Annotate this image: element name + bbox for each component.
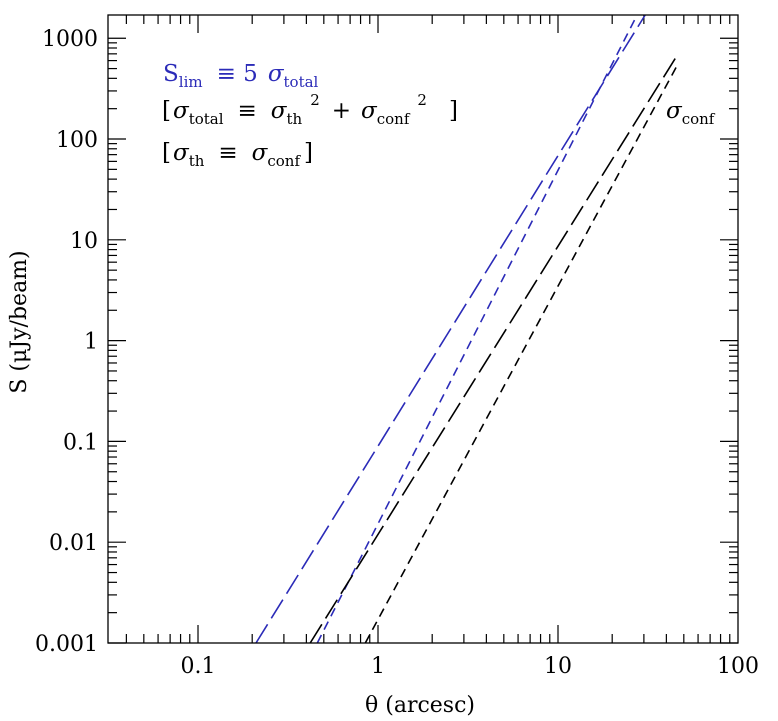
- plot-frame: [107, 14, 739, 644]
- annotation-slim-mid: ≡ 5: [217, 61, 258, 87]
- y-tick-label: 1000: [42, 27, 98, 52]
- y-axis-label: S (μJy/beam): [7, 250, 32, 393]
- sigma-conf-sub: conf: [682, 110, 716, 128]
- annotation-total-sup2: 2: [417, 91, 427, 109]
- annotation-th-s1: σ: [173, 140, 190, 166]
- series-line-1: [255, 14, 646, 644]
- y-tick-label: 0.01: [49, 531, 98, 556]
- series-line-3: [309, 53, 679, 644]
- y-tick-label: 0.1: [63, 430, 98, 455]
- annotation-total-eq: ≡: [238, 98, 257, 124]
- y-tick-label: 0.001: [35, 632, 98, 657]
- annotation-th-eq: ≡: [218, 140, 237, 166]
- annotation-slim: Slim ≡ 5 σtotal: [163, 61, 319, 91]
- tick-labels: 0.1 1 10 100 0.001 0.01 0.1 1 10 100 1000: [35, 27, 759, 679]
- annotation-th-open: [: [162, 140, 171, 166]
- axis-ticks: [108, 15, 738, 644]
- annotation-total-s2-sub: th: [287, 110, 303, 128]
- series-line-4: [364, 63, 679, 644]
- annotation-total-close: ]: [449, 98, 458, 124]
- annotation-total: [σtotal ≡ σth2 + σconf2]: [162, 91, 458, 128]
- series-line-2: [316, 14, 638, 644]
- annotation-total-s3-sub: conf: [377, 110, 411, 128]
- y-tick-label: 100: [56, 128, 98, 153]
- x-tick-label: 0.1: [181, 654, 216, 679]
- x-axis-label: θ (arcesc): [365, 693, 475, 718]
- annotation-th-close: ]: [304, 140, 313, 166]
- annotation-total-s1-sub: total: [189, 110, 224, 128]
- x-tick-label: 10: [544, 654, 572, 679]
- annotation-total-plus: +: [332, 98, 351, 124]
- x-tick-label: 1: [371, 654, 385, 679]
- annotation-th: [σth ≡ σconf]: [162, 140, 313, 170]
- annotation-slim-sigma: σ: [268, 61, 285, 87]
- annotation-th-s2: σ: [252, 140, 269, 166]
- annotation-th-s1-sub: th: [189, 152, 205, 170]
- annotation-total-open: [: [162, 98, 171, 124]
- y-tick-label: 1: [84, 330, 98, 355]
- y-tick-label: 10: [70, 229, 98, 254]
- annotation-slim-sub: lim: [179, 73, 203, 91]
- annotation-total-sup1: 2: [310, 91, 320, 109]
- annotation-total-s1: σ: [173, 98, 190, 124]
- annotation-total-s3: σ: [361, 98, 378, 124]
- series-group: [255, 14, 679, 644]
- annotation-slim-sigma-sub: total: [284, 73, 319, 91]
- annotation-total-s2: σ: [271, 98, 288, 124]
- annotation-slim-main: S: [163, 61, 179, 87]
- x-tick-label: 100: [717, 654, 759, 679]
- sigma-conf-symbol: σ: [666, 98, 683, 124]
- sigma-conf-label: σconf: [666, 98, 716, 128]
- annotation-th-s2-sub: conf: [267, 152, 301, 170]
